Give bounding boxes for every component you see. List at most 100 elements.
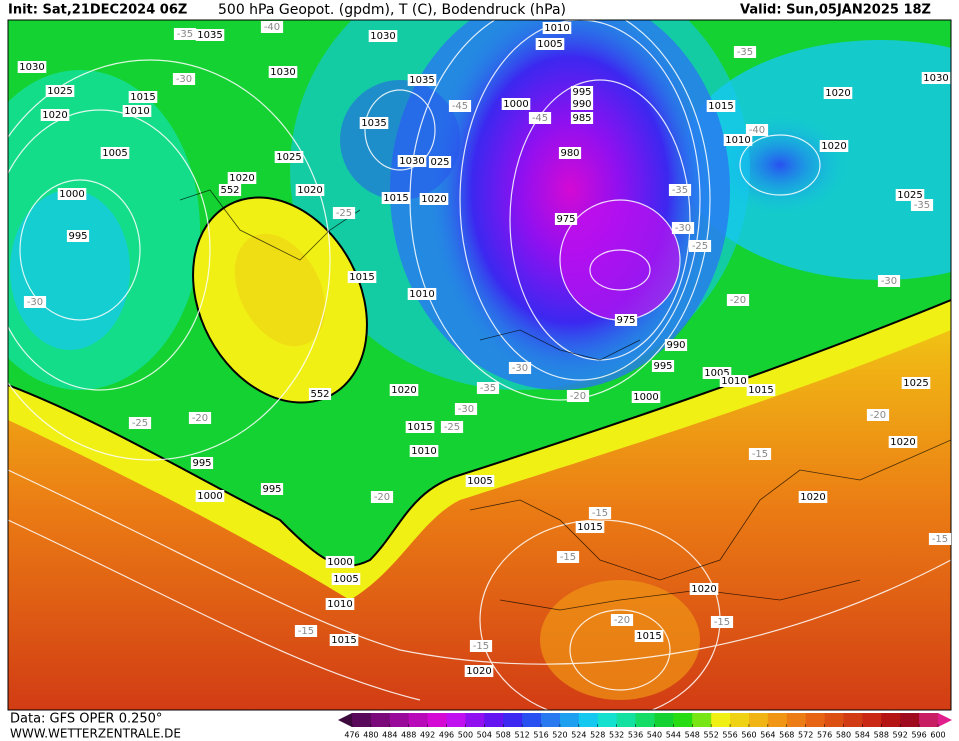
temperature-label-box: [128, 417, 152, 429]
isobar-label-box: [634, 630, 664, 642]
isobar-label-group: 985: [570, 112, 594, 124]
isobar-label-group: 1020: [823, 87, 853, 99]
colorbar-label: 568: [779, 731, 794, 740]
isobar-label-box: [268, 66, 298, 78]
isobar-label: 1020: [691, 584, 716, 595]
isobar-label-group: 1010: [542, 22, 572, 34]
isobar-label: 975: [556, 214, 575, 225]
colorbar-swatch: [654, 713, 674, 727]
colorbar-label: 524: [571, 731, 586, 740]
temperature-label-box: [556, 551, 580, 563]
isobar-label-box: [66, 230, 90, 242]
temperature-label: -30: [675, 223, 691, 234]
isobar-label-box: [329, 634, 359, 646]
temperature-label-box: [726, 294, 750, 306]
temperature-label-group: -30: [172, 73, 196, 85]
isobar-label: 1020: [890, 437, 915, 448]
colorbar-swatch: [503, 713, 523, 727]
height-label: 552: [310, 389, 329, 400]
temperature-label-group: -30: [23, 296, 47, 308]
isobar-label: 1000: [197, 491, 222, 502]
height-label-group: 552: [218, 184, 242, 196]
temperature-label-box: [745, 124, 769, 136]
isobar-label-group: 995: [651, 360, 675, 372]
temperature-label-group: -30: [671, 222, 695, 234]
temperature-label: -45: [452, 101, 468, 112]
isobar-label-box: [195, 490, 225, 502]
temperature-label-group: -20: [866, 409, 890, 421]
isobar-label-box: [888, 436, 918, 448]
colorbar-label: 572: [798, 731, 813, 740]
colorbar-swatch: [635, 713, 655, 727]
isobar-label-box: [419, 193, 449, 205]
isobar-label-group: 1005: [465, 475, 495, 487]
isobar-label-box: [570, 98, 594, 110]
temperature-label-box: [866, 409, 890, 421]
colorbar-swatch: [786, 713, 807, 727]
isobar-label-box: [190, 457, 214, 469]
temperature-label-group: -45: [528, 112, 552, 124]
isobar-label: 1015: [407, 422, 432, 433]
colorbar-label: 560: [741, 731, 756, 740]
temperature-label: -30: [27, 297, 43, 308]
temperature-label-group: -15: [928, 533, 952, 545]
colorbar-label: 556: [722, 731, 737, 740]
isobar-label-box: [128, 91, 158, 103]
isobar-label-group: 1020: [295, 184, 325, 196]
isobar-label-group: 1010: [719, 375, 749, 387]
isobar-label-box: [45, 85, 75, 97]
colorbar-label: 592: [893, 731, 908, 740]
colorbar-swatch: [824, 713, 844, 727]
temperature-label: -30: [458, 404, 474, 415]
isobar-label-group: 1030: [368, 30, 398, 42]
temperature-label-box: [588, 507, 612, 519]
temperature-label-box: [566, 390, 590, 402]
isobar-label-box: [428, 156, 452, 168]
temperature-label: -35: [914, 200, 930, 211]
temperature-label-box: [448, 100, 472, 112]
isobar-label: 995: [572, 87, 591, 98]
isobar-label-box: [359, 117, 389, 129]
colorbar-label: 508: [496, 731, 511, 740]
temperature-label: -20: [374, 492, 390, 503]
temperature-label: -35: [672, 185, 688, 196]
isobar-label-group: 975: [614, 314, 638, 326]
isobar-label-group: 1035: [407, 74, 437, 86]
colorbar-swatch: [541, 713, 561, 727]
isobar-label: 1005: [467, 476, 492, 487]
isobar-label: 1005: [102, 148, 127, 159]
isobar-label-box: [501, 98, 531, 110]
isobar-label-box: [819, 140, 849, 152]
isobar-label-box: [651, 360, 675, 372]
isobar-label-group: 1025: [45, 85, 75, 97]
temperature-label-group: -35: [668, 184, 692, 196]
isobar-label-group: 1020: [40, 109, 70, 121]
temperature-label-box: [733, 46, 757, 58]
isobar-label-box: [325, 556, 355, 568]
colorbar-swatch: [522, 713, 542, 727]
isobar-label: 985: [572, 113, 591, 124]
isobar-label: 1010: [544, 23, 569, 34]
temperature-label-box: [688, 240, 712, 252]
colorbar-label: 516: [533, 731, 548, 740]
isobar-label-group: 990: [664, 339, 688, 351]
isobar-label-group: 1015: [347, 271, 377, 283]
colorbar-swatch: [711, 713, 731, 727]
isobar-label: 1000: [633, 392, 658, 403]
isobar-label-box: [558, 147, 582, 159]
isobar-label-box: [464, 665, 494, 677]
temperature-label: -30: [176, 74, 192, 85]
isobar-label-group: 1035: [359, 117, 389, 129]
height-label-box: [218, 184, 242, 196]
colorbar-label: 476: [344, 731, 359, 740]
isobar-label-group: 975: [554, 213, 578, 225]
isobar-label-box: [100, 147, 130, 159]
height-label-box: [308, 388, 332, 400]
colorbar-label: 544: [666, 731, 681, 740]
isobar-label: 025: [430, 157, 449, 168]
isobar-label: 1015: [130, 92, 155, 103]
isobar-label-box: [227, 172, 257, 184]
isobar-label: 975: [616, 315, 635, 326]
init-time: Init: Sat,21DEC2024 06Z: [8, 3, 187, 18]
